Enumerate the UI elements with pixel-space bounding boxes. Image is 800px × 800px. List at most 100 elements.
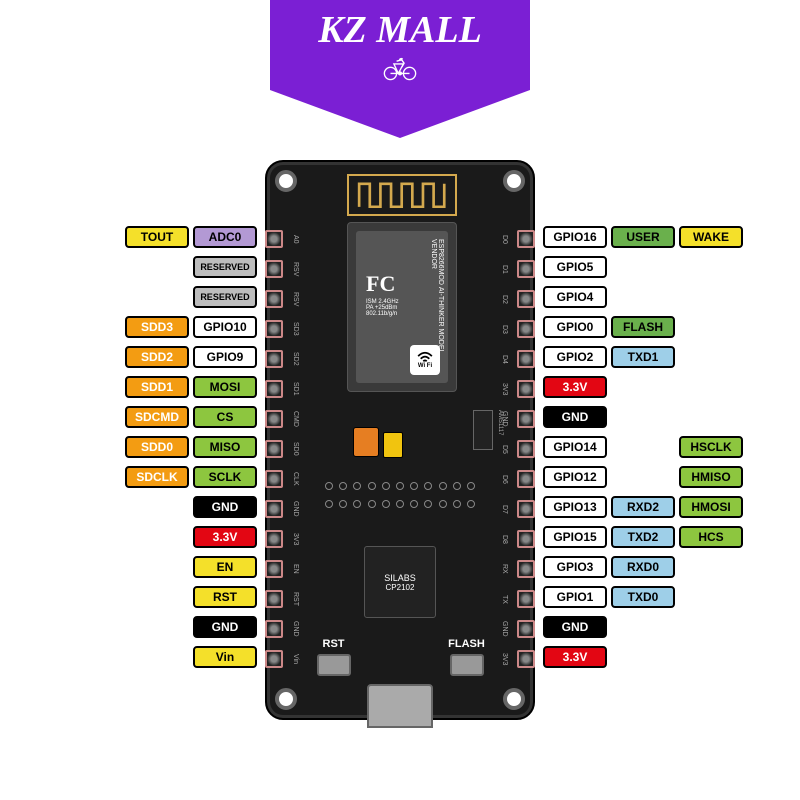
flash-label: FLASH [448, 638, 485, 650]
via-row [325, 482, 475, 490]
pin: D1 [515, 254, 537, 284]
label-row [123, 582, 191, 612]
label-row [677, 342, 745, 372]
pin: GND [263, 494, 285, 524]
pin-label: GND [193, 616, 257, 638]
label-row [609, 282, 677, 312]
pin-label: GPIO5 [543, 256, 607, 278]
pin: 3V3 [515, 644, 537, 674]
label-row: TXD0 [609, 582, 677, 612]
label-row [123, 492, 191, 522]
pin-silk-label: 3V3 [292, 533, 299, 545]
label-row: GPIO12 [541, 462, 609, 492]
label-row: 3.3V [191, 522, 259, 552]
label-row [123, 282, 191, 312]
pin-label: GPIO4 [543, 286, 607, 308]
pin-label: TXD2 [611, 526, 675, 548]
pin: SD1 [263, 374, 285, 404]
pin: SD3 [263, 314, 285, 344]
label-row: GPIO14 [541, 432, 609, 462]
label-row [677, 552, 745, 582]
pin-silk-label: D7 [501, 505, 508, 514]
label-row: RST [191, 582, 259, 612]
label-row: CS [191, 402, 259, 432]
pin: GND [515, 614, 537, 644]
pin-silk-label: RSV [292, 292, 299, 306]
pin-label: GPIO12 [543, 466, 607, 488]
pin-label: GPIO3 [543, 556, 607, 578]
label-row: GPIO15 [541, 522, 609, 552]
label-row: HCS [677, 522, 745, 552]
label-row: MISO [191, 432, 259, 462]
pin-silk-label: CMD [292, 411, 299, 427]
label-row: GPIO9 [191, 342, 259, 372]
mounting-hole [503, 170, 525, 192]
label-row [677, 282, 745, 312]
pin-silk-label: 3V3 [501, 653, 508, 665]
pin-label: GPIO0 [543, 316, 607, 338]
label-row [677, 582, 745, 612]
banner-tail [270, 90, 530, 138]
pin-label: EN [193, 556, 257, 578]
pin-silk-label: D4 [501, 355, 508, 364]
usb-chip: SILABS CP2102 [364, 546, 436, 618]
pin-label: 3.3V [543, 376, 607, 398]
pin-silk-label: D1 [501, 265, 508, 274]
rst-button[interactable] [317, 654, 351, 676]
pin: TX [515, 584, 537, 614]
label-row: SDD1 [123, 372, 191, 402]
label-row: TXD1 [609, 342, 677, 372]
label-row: RXD2 [609, 492, 677, 522]
board-area: FC ISM 2.4GHz PA +25dBm 802.11b/g/n ESP8… [265, 160, 535, 720]
pin-label: GPIO15 [543, 526, 607, 548]
label-row: Vin [191, 642, 259, 672]
labels-left-col1: ADC0RESERVEDRESERVEDGPIO10GPIO9MOSICSMIS… [191, 222, 259, 672]
pin-label: GND [543, 406, 607, 428]
label-row: FLASH [609, 312, 677, 342]
pin-label: 3.3V [543, 646, 607, 668]
label-row: SDCLK [123, 462, 191, 492]
pin: SD2 [263, 344, 285, 374]
label-row [609, 462, 677, 492]
pin-silk-label: Vin [292, 654, 299, 664]
label-row: RESERVED [191, 282, 259, 312]
pin: RST [263, 584, 285, 614]
pin: D8 [515, 524, 537, 554]
pin-label: GPIO14 [543, 436, 607, 458]
pin: EN [263, 554, 285, 584]
label-row: GPIO13 [541, 492, 609, 522]
flash-button[interactable] [450, 654, 484, 676]
label-row [609, 612, 677, 642]
pin-silk-label: D6 [501, 475, 508, 484]
pin: D4 [515, 344, 537, 374]
label-row: GPIO3 [541, 552, 609, 582]
pin-label: HSCLK [679, 436, 743, 458]
pin: RX [515, 554, 537, 584]
pin-label: GND [543, 616, 607, 638]
label-row: GPIO4 [541, 282, 609, 312]
pin-label: HMISO [679, 466, 743, 488]
mounting-hole [275, 170, 297, 192]
pin-silk-label: D0 [501, 235, 508, 244]
pin-label: GPIO16 [543, 226, 607, 248]
label-row: TOUT [123, 222, 191, 252]
label-row: GND [191, 612, 259, 642]
label-row: HMISO [677, 462, 745, 492]
button-group: RST FLASH [267, 654, 533, 676]
pin-label: HMOSI [679, 496, 743, 518]
usb-chip-label: SILABS [384, 573, 416, 583]
pin-label: GPIO9 [193, 346, 257, 368]
label-row: WAKE [677, 222, 745, 252]
pin-label: TOUT [125, 226, 189, 248]
antenna-trace [354, 182, 449, 209]
pin-silk-label: RST [292, 592, 299, 606]
pin: Vin [263, 644, 285, 674]
label-row: ADC0 [191, 222, 259, 252]
mounting-hole [503, 688, 525, 710]
pin-label: SDCLK [125, 466, 189, 488]
pin-silk-label: SD3 [292, 322, 299, 336]
usb-chip-sub: CP2102 [386, 583, 415, 592]
label-row: 3.3V [541, 642, 609, 672]
pin-label: GPIO1 [543, 586, 607, 608]
label-row [609, 372, 677, 402]
